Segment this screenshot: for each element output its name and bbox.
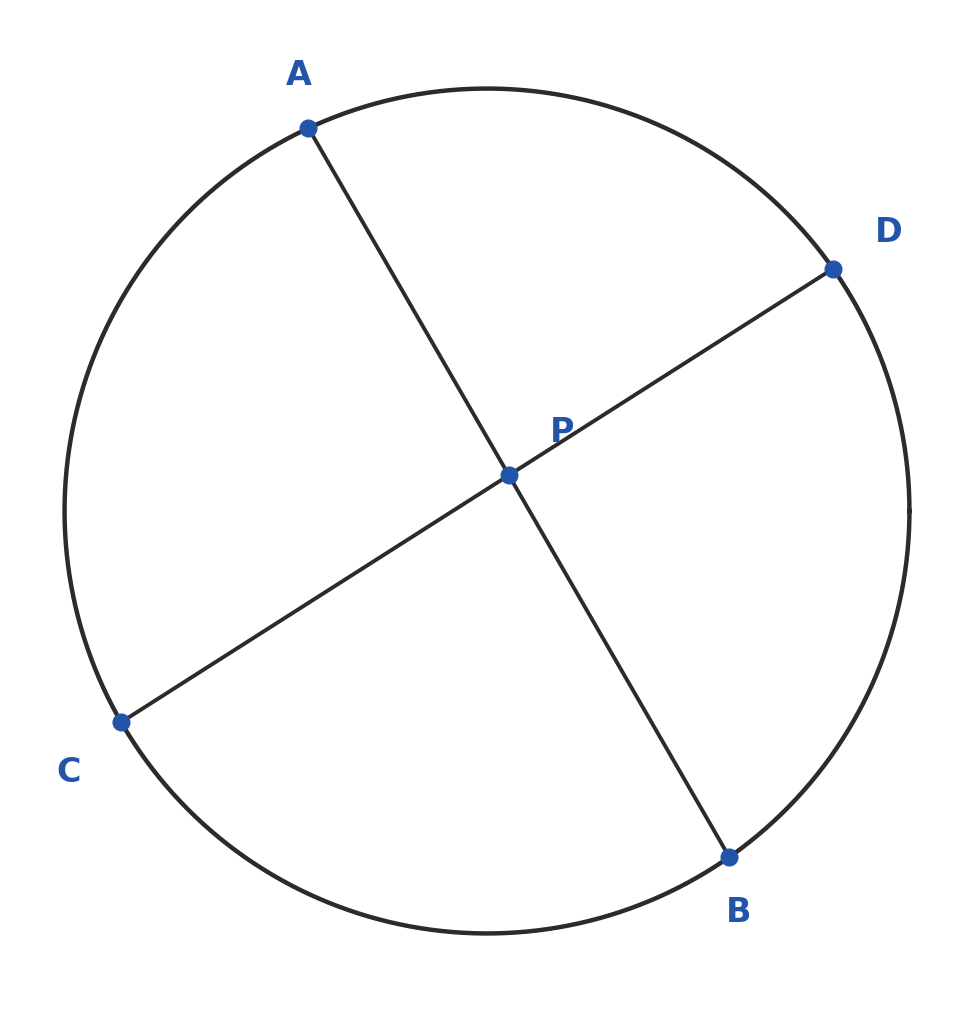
- Text: A: A: [286, 59, 312, 92]
- Text: B: B: [727, 896, 752, 929]
- Text: P: P: [549, 416, 574, 449]
- Text: D: D: [875, 216, 903, 248]
- Text: C: C: [56, 755, 81, 789]
